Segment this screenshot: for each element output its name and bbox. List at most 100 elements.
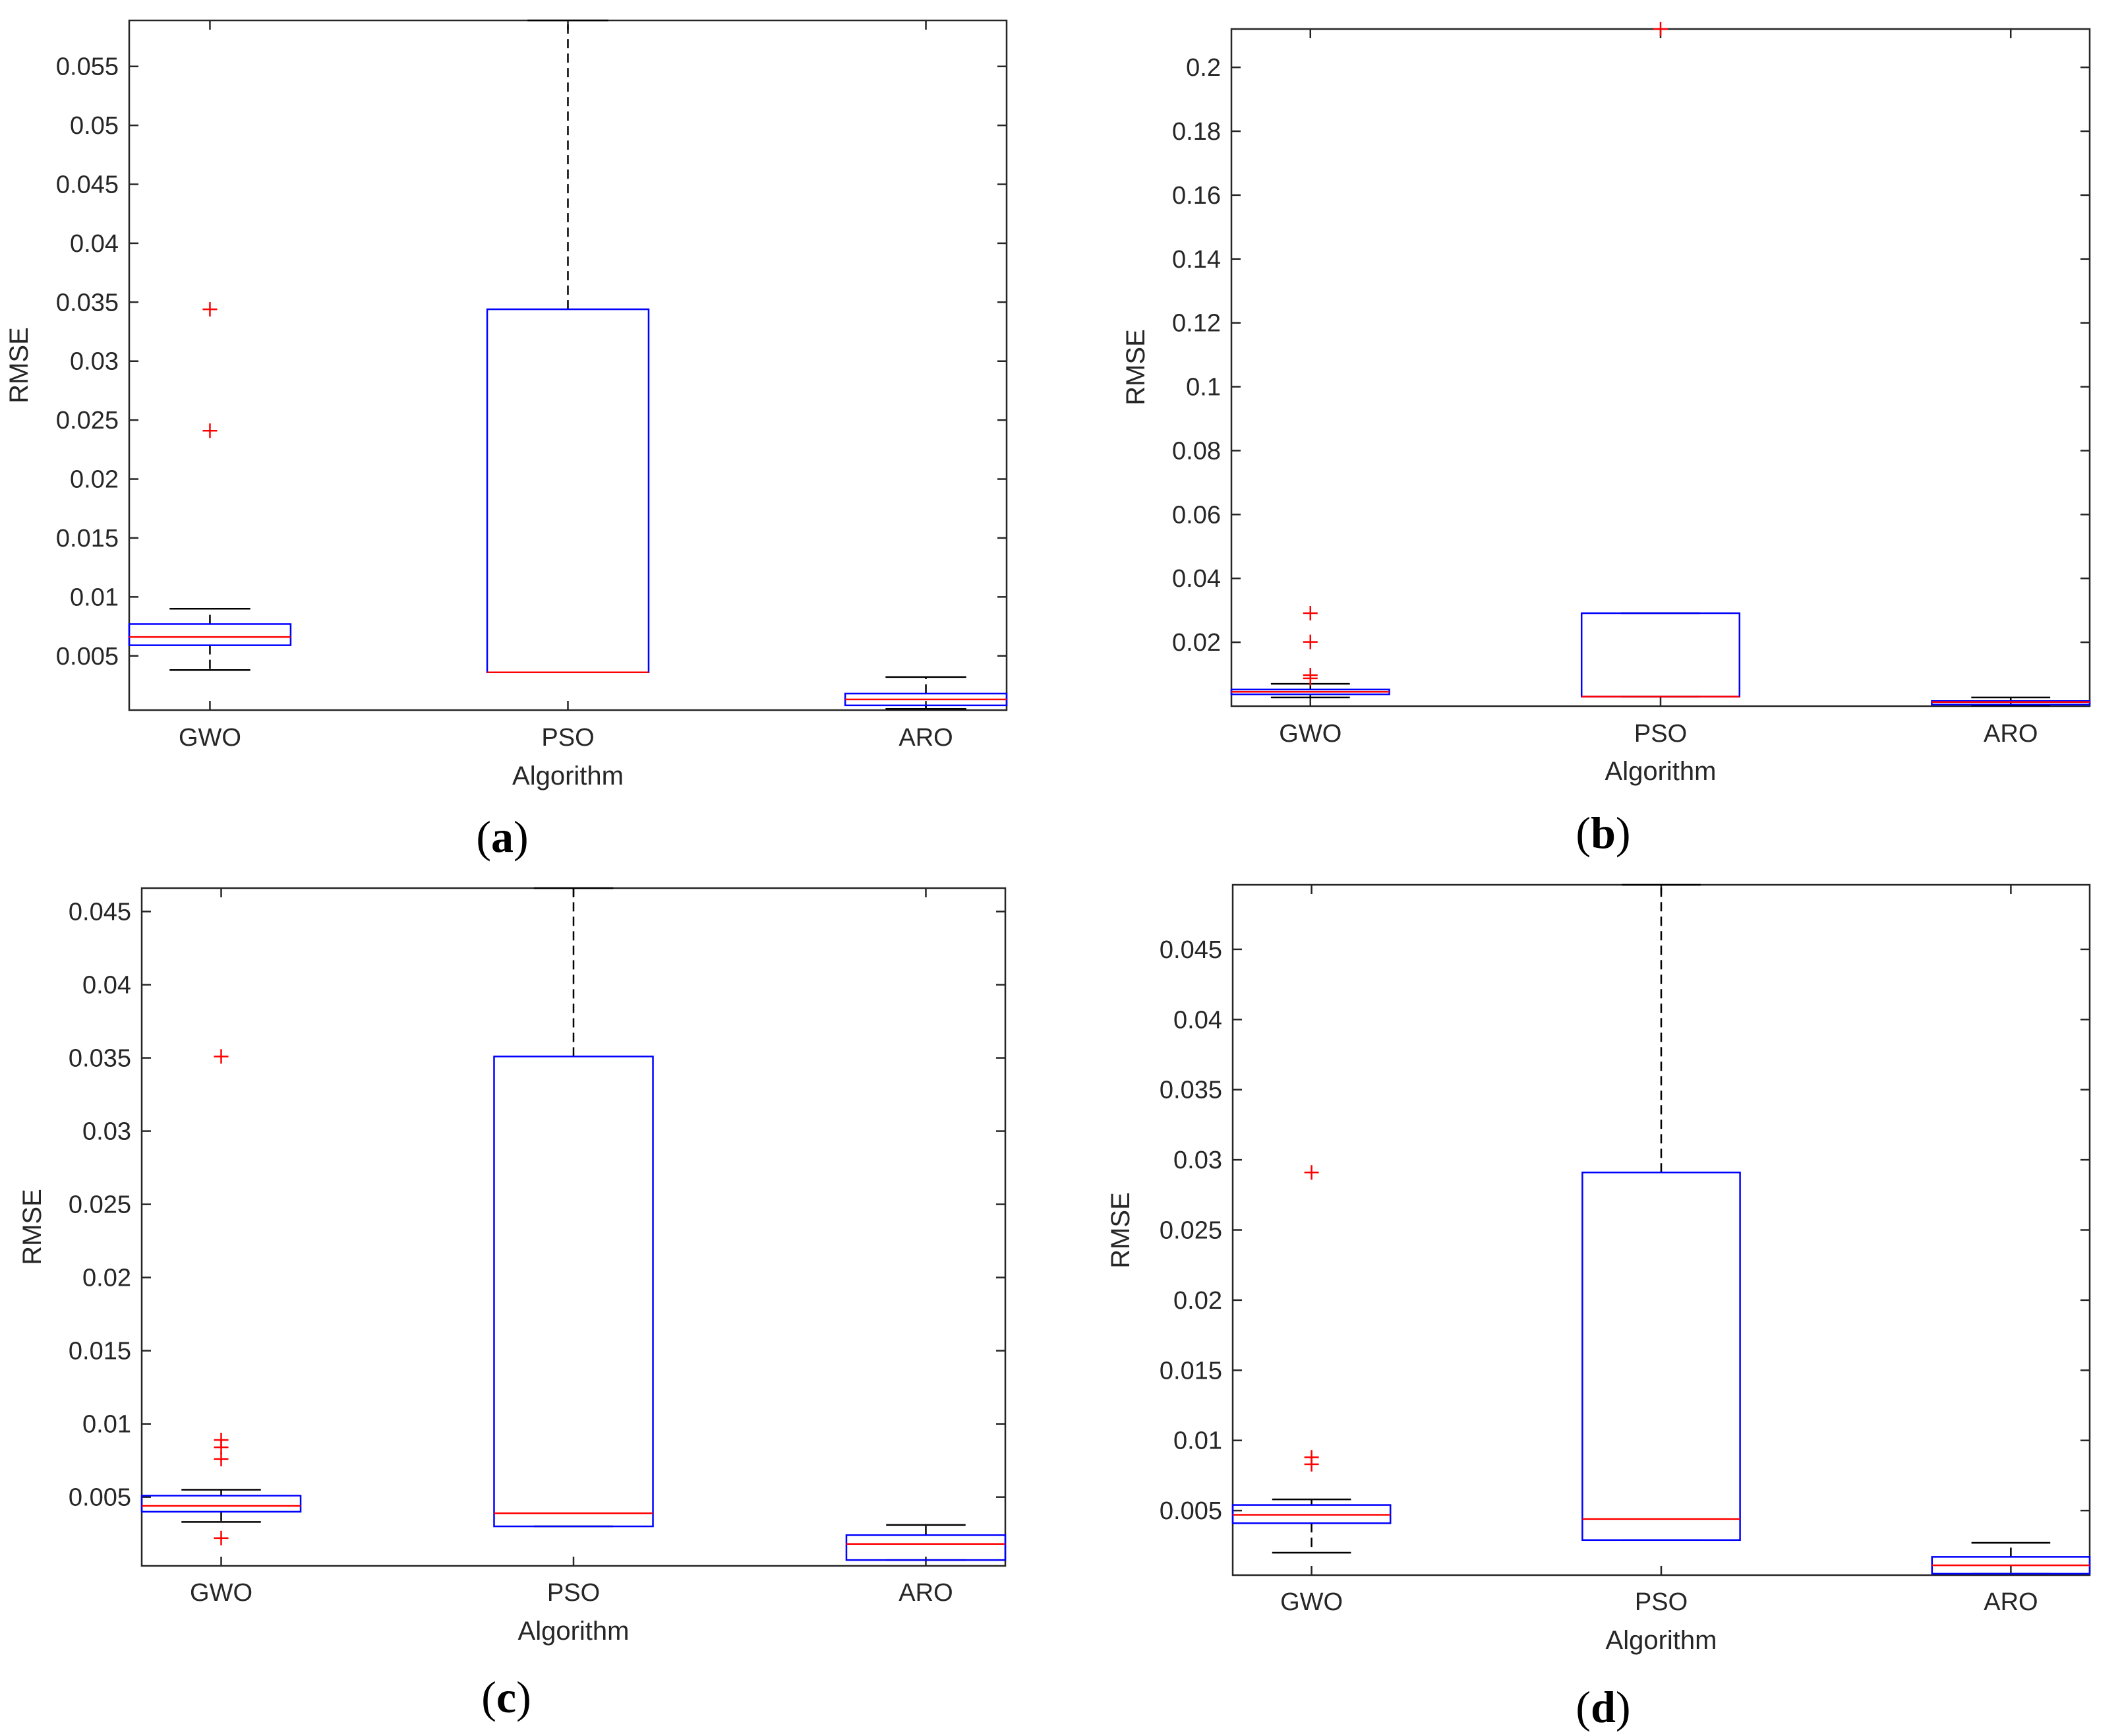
y-tick-label: 0.2: [1186, 54, 1221, 82]
y-tick-label: 0.015: [1160, 1357, 1222, 1385]
y-tick-label: 0.12: [1172, 310, 1221, 338]
box-pso: [493, 887, 654, 1528]
iqr-box: [140, 1495, 302, 1513]
iqr-box: [845, 1534, 1007, 1561]
y-tick-label: 0.04: [82, 972, 131, 1000]
panel-d: 0.005 0.01 0.015 0.02 0.025 0.03 0.035 0.04 0.04…: [1106, 883, 2091, 1732]
x-tick-label-pso: PSO: [547, 1579, 600, 1607]
y-tick-label: 0.045: [69, 899, 131, 926]
y-tick-label: 0.01: [82, 1411, 131, 1439]
y-tick-label: 0.035: [69, 1045, 131, 1073]
plot-frame: [1230, 28, 2091, 707]
y-tick-label: 0.08: [1172, 437, 1221, 465]
outlier-marker: [1303, 606, 1318, 621]
y-tick-label: 0.005: [1160, 1497, 1222, 1525]
box-aro: [1931, 696, 2091, 707]
y-tick-label: 0.035: [56, 289, 119, 316]
y-tick-label: 0.03: [1173, 1147, 1222, 1174]
iqr-box: [1580, 612, 1741, 698]
y-tick-label: 0.14: [1172, 246, 1221, 274]
box-pso: [486, 19, 650, 674]
y-tick-label: 0.015: [69, 1338, 131, 1365]
y-tick-label: 0.02: [70, 466, 119, 494]
y-tick-label: 0.055: [56, 53, 119, 81]
plot-frame: [1231, 883, 2091, 1576]
y-tick-label: 0.045: [1160, 936, 1222, 964]
outlier-marker: [214, 1451, 229, 1466]
outlier-marker: [214, 1049, 229, 1064]
x-tick-label-aro: ARO: [899, 724, 953, 752]
box-aro: [1931, 1541, 2091, 1575]
y-tick-label: 0.025: [69, 1191, 131, 1219]
panel-label: (b): [1576, 808, 1630, 858]
panel-c: 0.005 0.01 0.015 0.02 0.025 0.03 0.035 0.04 0.04…: [18, 887, 1007, 1722]
iqr-box: [1581, 1172, 1741, 1541]
y-tick-label: 0.005: [56, 643, 119, 671]
y-tick-label: 0.18: [1172, 118, 1221, 146]
y-tick-label: 0.04: [70, 230, 119, 258]
outlier-marker: [1653, 22, 1668, 36]
x-axis-label: Algorithm: [512, 762, 624, 791]
box-pso: [1580, 22, 1741, 698]
x-tick-label-aro: ARO: [1984, 720, 2038, 748]
x-tick-label-gwo: GWO: [190, 1579, 252, 1607]
iqr-box: [486, 308, 650, 674]
outlier-marker: [1303, 634, 1318, 649]
y-tick-label: 0.025: [1160, 1217, 1222, 1245]
box-aro: [844, 676, 1008, 710]
outlier-marker: [1304, 1456, 1319, 1472]
x-tick-label-aro: ARO: [1984, 1588, 2038, 1616]
y-tick-label: 0.03: [70, 348, 119, 376]
outlier-marker: [202, 423, 218, 438]
x-tick-label-aro: ARO: [899, 1579, 953, 1607]
panel-a: 0.005 0.01 0.015 0.02 0.025 0.03 0.035 0.04 0.04…: [5, 19, 1008, 862]
y-tick-label: 0.045: [56, 171, 119, 199]
y-tick-label: 0.1: [1186, 374, 1221, 402]
y-axis-label: RMSE: [1121, 329, 1150, 405]
box-gwo: [1231, 1165, 1392, 1554]
iqr-box: [128, 623, 292, 646]
outlier-marker: [202, 302, 218, 317]
y-tick-label: 0.02: [1173, 1287, 1222, 1315]
y-tick-label: 0.06: [1172, 501, 1221, 529]
panel-label: (a): [476, 812, 528, 862]
iqr-box: [493, 1056, 654, 1528]
y-tick-label: 0.04: [1172, 565, 1221, 593]
outlier-marker: [1303, 671, 1318, 686]
y-tick-label: 0.015: [56, 525, 119, 553]
x-axis-label: Algorithm: [1606, 1626, 1717, 1655]
y-tick-label: 0.035: [1160, 1077, 1222, 1104]
plot-frame: [128, 19, 1008, 711]
y-tick-label: 0.16: [1172, 182, 1221, 210]
y-tick-label: 0.01: [70, 584, 119, 611]
x-tick-label-gwo: GWO: [179, 724, 241, 752]
panel-b: 0.02 0.04 0.06 0.08 0.1 0.12 0.14 0.16 0.18 0.2 GW…: [1121, 22, 2091, 858]
box-aro: [845, 1524, 1007, 1561]
box-gwo: [140, 1049, 302, 1545]
y-tick-label: 0.05: [70, 112, 119, 140]
y-tick-label: 0.025: [56, 407, 119, 434]
x-tick-label-gwo: GWO: [1280, 1588, 1343, 1616]
outlier-marker: [214, 1530, 229, 1545]
x-axis-label: Algorithm: [1605, 757, 1717, 786]
panel-label: (c): [481, 1672, 531, 1722]
outlier-marker: [1304, 1165, 1319, 1180]
y-axis-label: RMSE: [5, 327, 34, 404]
panel-label: (d): [1576, 1682, 1630, 1732]
box-gwo: [128, 302, 292, 671]
y-tick-label: 0.02: [82, 1265, 131, 1292]
x-tick-label-pso: PSO: [1634, 720, 1687, 748]
x-tick-label-gwo: GWO: [1279, 720, 1341, 748]
x-tick-label-pso: PSO: [1635, 1588, 1688, 1616]
y-axis-label: RMSE: [1106, 1192, 1135, 1269]
x-axis-label: Algorithm: [518, 1617, 630, 1646]
box-gwo: [1230, 606, 1390, 699]
y-axis-label: RMSE: [18, 1189, 47, 1265]
y-tick-label: 0.03: [82, 1118, 131, 1146]
y-tick-label: 0.01: [1173, 1427, 1222, 1455]
box-pso: [1581, 883, 1741, 1541]
x-tick-label-pso: PSO: [541, 724, 594, 752]
y-tick-label: 0.04: [1173, 1006, 1222, 1034]
y-tick-label: 0.02: [1172, 629, 1221, 657]
